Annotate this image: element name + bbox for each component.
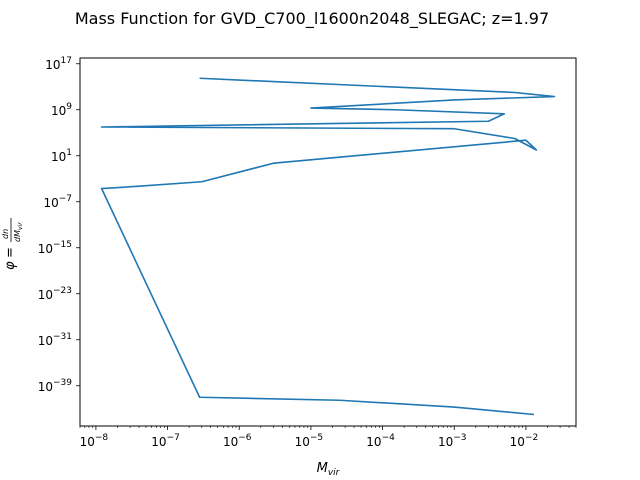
chart-title: Mass Function for GVD_C700_l1600n2048_SL… xyxy=(75,9,549,29)
y-tick-label: 101 xyxy=(51,148,72,164)
x-tick-label: 10−5 xyxy=(295,433,324,449)
y-axis-ticks: 1017 109 101 10−7 10−15 10−23 10−31 10−39 xyxy=(38,56,80,394)
y-tick-label: 10−23 xyxy=(38,286,72,302)
svg-text:=: = xyxy=(3,247,18,258)
svg-text:dn: dn xyxy=(1,229,10,239)
y-tick-label: 10−31 xyxy=(38,332,72,348)
x-axis-label: Mvir xyxy=(317,461,341,478)
svg-text:φ: φ xyxy=(3,261,18,270)
x-tick-label: 10−3 xyxy=(438,433,467,449)
plot-area xyxy=(79,57,577,427)
y-tick-label: 10−15 xyxy=(38,240,72,256)
x-tick-label: 10−4 xyxy=(366,433,395,449)
series-line xyxy=(100,77,556,416)
svg-text:dMvir: dMvir xyxy=(13,222,24,242)
y-tick-label: 1017 xyxy=(45,56,72,72)
y-tick-label: 10−39 xyxy=(38,378,73,394)
x-tick-label: 10−7 xyxy=(151,433,180,449)
y-tick-label: 10−7 xyxy=(43,194,72,210)
x-axis-ticks: 10−8 10−7 10−6 10−5 10−4 10−3 10−2 xyxy=(80,426,577,449)
x-tick-label: 10−8 xyxy=(80,433,109,449)
x-tick-label: 10−2 xyxy=(510,433,539,449)
axes-frame xyxy=(79,57,577,427)
y-axis-label: φ = dn dMvir xyxy=(1,218,24,270)
y-tick-label: 109 xyxy=(51,102,72,118)
x-tick-label: 10−6 xyxy=(223,433,252,449)
